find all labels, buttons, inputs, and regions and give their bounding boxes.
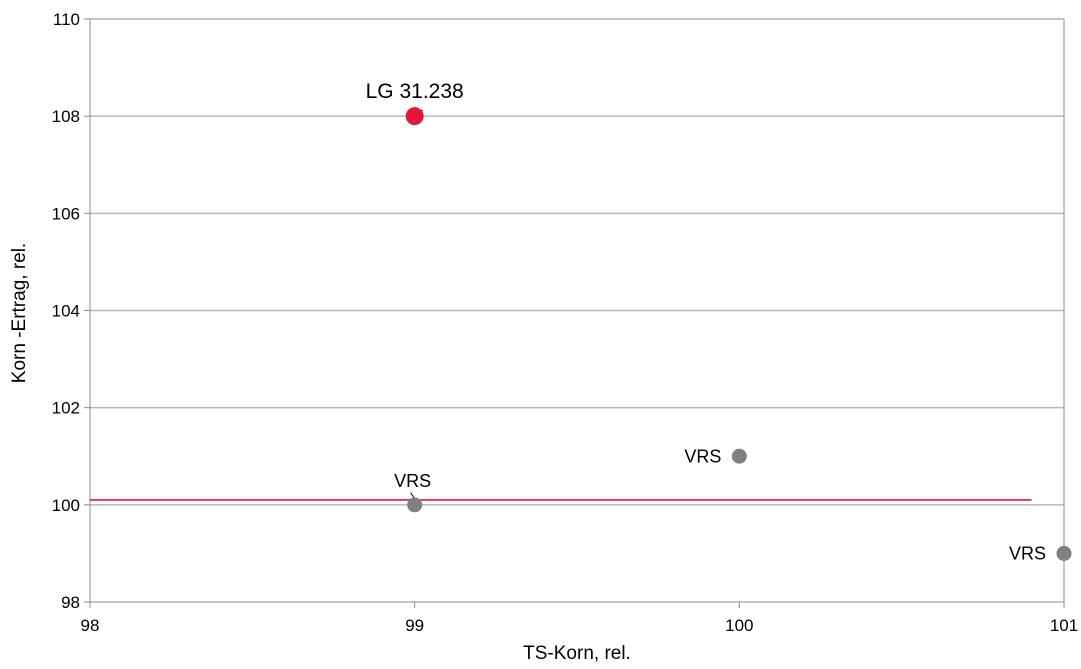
x-tick-label: 100: [725, 616, 753, 635]
x-tick-label: 99: [405, 616, 424, 635]
y-tick-label: 100: [52, 496, 80, 515]
data-point: VRS: [684, 446, 747, 466]
y-axis-title: Korn -Ertrag, rel.: [9, 243, 30, 383]
x-tick-label: 98: [81, 616, 100, 635]
x-tick-label: 101: [1050, 616, 1078, 635]
point-marker: [1056, 545, 1072, 561]
point-marker: [731, 448, 747, 464]
point-marker: [405, 107, 424, 126]
gridlines: [90, 115, 1064, 506]
y-tick-label: 106: [52, 204, 80, 223]
data-points: LG 31.238 VRS VRS VRS: [366, 80, 1072, 563]
point-label: VRS: [1009, 543, 1046, 563]
data-point: LG 31.238: [366, 80, 464, 126]
x-axis-title: TS-Korn, rel.: [523, 643, 631, 664]
y-tick-label: 102: [52, 399, 80, 418]
y-tick-label: 104: [52, 302, 80, 321]
data-point: VRS: [1009, 543, 1072, 563]
point-label: VRS: [394, 471, 431, 491]
y-tick-label: 108: [52, 107, 80, 126]
y-axis-ticks: 98 100 102 104 106 108 110: [52, 10, 90, 612]
point-label: LG 31.238: [366, 80, 464, 103]
point-marker: [407, 497, 423, 513]
y-tick-label: 98: [61, 593, 80, 612]
y-tick-label: 110: [53, 10, 80, 29]
x-axis-ticks: 98 99 100 101: [81, 602, 1078, 635]
point-label: VRS: [684, 446, 721, 466]
data-point: VRS: [394, 471, 431, 513]
